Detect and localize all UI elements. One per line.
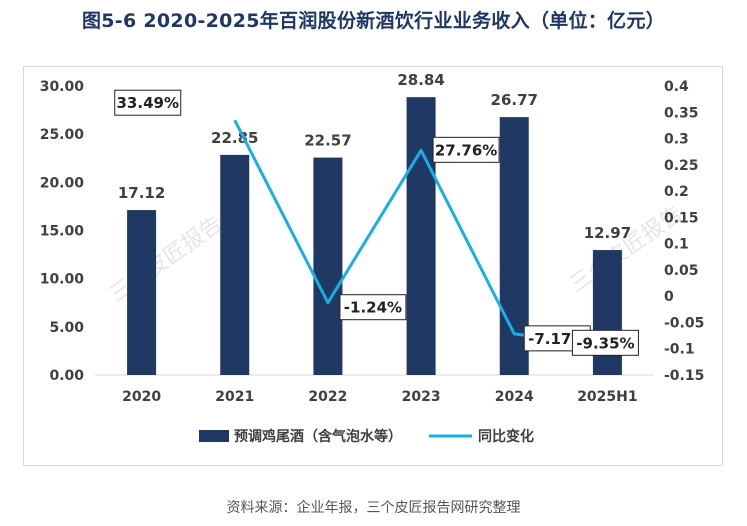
right-axis-tick-label: 0.1 bbox=[664, 237, 689, 253]
x-axis-tick-label: 2023 bbox=[402, 389, 441, 405]
bar bbox=[313, 157, 343, 375]
growth-label-box bbox=[339, 294, 407, 321]
right-axis-tick-label: 0.3 bbox=[664, 132, 689, 148]
bar-value-label: 17.12 bbox=[118, 184, 165, 202]
growth-label-box bbox=[571, 329, 639, 356]
left-axis-tick-label: 10.00 bbox=[40, 272, 85, 288]
watermark-text: 三个皮匠报告 bbox=[105, 212, 227, 308]
bar bbox=[406, 97, 436, 375]
bar-value-label: 22.57 bbox=[304, 132, 351, 150]
x-axis-tick-label: 2024 bbox=[495, 389, 534, 405]
bar bbox=[127, 210, 157, 375]
right-axis-tick-label: 0.05 bbox=[664, 263, 699, 279]
x-axis-tick-label: 2020 bbox=[122, 389, 161, 405]
chart-title: 图5-6 2020-2025年百润股份新酒饮行业业务收入（单位：亿元） bbox=[81, 10, 666, 32]
right-axis-tick-label: -0.1 bbox=[664, 342, 695, 358]
left-axis-tick-label: 15.00 bbox=[40, 224, 85, 240]
source-note: 资料来源：企业年报，三个皮匠报告网研究整理 bbox=[226, 500, 521, 516]
x-axis-tick-label: 2025H1 bbox=[577, 389, 637, 405]
growth-value-label: -1.24% bbox=[344, 299, 402, 317]
growth-value-label: -9.35% bbox=[576, 334, 634, 352]
growth-label-box bbox=[432, 136, 500, 163]
bar bbox=[220, 154, 250, 375]
growth-value-label: 27.76% bbox=[435, 141, 497, 159]
growth-value-label: -7.17% bbox=[528, 330, 586, 348]
right-axis-tick-label: 0.4 bbox=[664, 79, 689, 95]
left-axis-tick-label: 0.00 bbox=[49, 368, 84, 384]
right-axis-tick-label: 0.25 bbox=[664, 158, 699, 174]
bar bbox=[592, 250, 622, 375]
right-axis-tick-label: -0.15 bbox=[664, 368, 704, 384]
right-axis-tick-label: 0 bbox=[664, 289, 674, 305]
legend-bar-label: 预调鸡尾酒（含气泡水等） bbox=[234, 428, 402, 445]
legend-line-label: 同比变化 bbox=[478, 428, 534, 445]
growth-value-label: 33.49% bbox=[117, 94, 179, 112]
bar-value-label: 26.77 bbox=[491, 91, 538, 109]
left-axis-tick-label: 25.00 bbox=[40, 127, 85, 143]
left-axis-tick-label: 20.00 bbox=[40, 175, 85, 191]
growth-label-box bbox=[114, 89, 182, 116]
legend-bar-swatch bbox=[199, 430, 229, 442]
x-axis-tick-label: 2022 bbox=[308, 389, 347, 405]
left-axis-tick-label: 30.00 bbox=[40, 79, 85, 95]
x-axis-tick-label: 2021 bbox=[215, 389, 254, 405]
bar-value-label: 22.85 bbox=[211, 129, 258, 147]
right-axis-tick-label: -0.05 bbox=[664, 315, 704, 331]
bar-value-label: 12.97 bbox=[584, 224, 631, 242]
right-axis-tick-label: 0.15 bbox=[664, 210, 699, 226]
bar-value-label: 28.84 bbox=[397, 71, 444, 89]
right-axis-tick-label: 0.2 bbox=[664, 184, 689, 200]
right-axis-tick-label: 0.35 bbox=[664, 105, 699, 121]
left-axis-tick-label: 5.00 bbox=[49, 320, 84, 336]
